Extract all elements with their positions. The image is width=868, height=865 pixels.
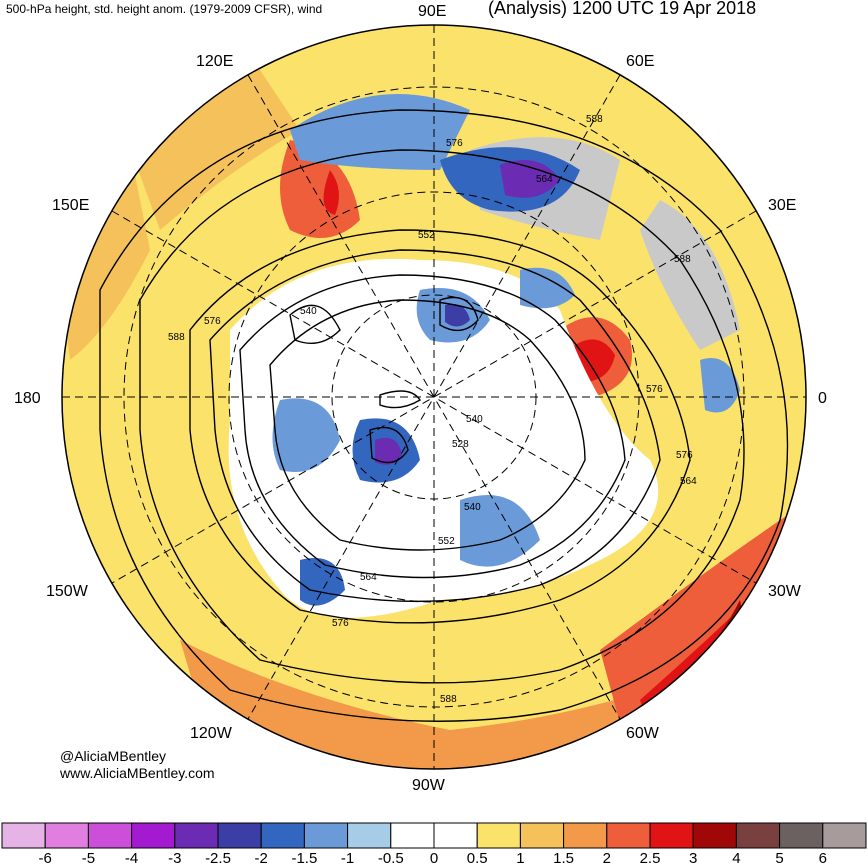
lon-label-120e: 120E [196,53,233,70]
colorbar-tick-label: 3 [689,850,697,865]
colorbar-box [347,822,392,849]
contour-label: 588 [440,694,457,705]
colorbar-box [433,822,478,849]
colorbar-tick-label: 0.5 [467,850,488,865]
height-contours [99,109,789,722]
colorbar-tick-label: -4 [125,850,138,865]
lon-label-90w: 90W [412,777,446,794]
colorbar-box [260,822,305,849]
lon-label-30e: 30E [768,197,796,214]
colorbar-tick-label: 2.5 [640,850,661,865]
colorbar-tick-label: 1.5 [553,850,574,865]
colorbar-box [822,822,867,849]
lon-label-90e: 90E [418,3,446,20]
contour-label: 588 [586,114,603,125]
graticule [62,25,806,769]
lon-label-120w: 120W [190,725,233,742]
contour-label: 588 [674,254,691,265]
lon-label-30w: 30W [768,583,802,600]
colorbar-box [563,822,608,849]
longitude-labels: 90E 120E 60E 150E 30E 180 0 150W 30W 120… [14,3,827,794]
colorbar-boxes [1,822,867,849]
contour-label: 540 [300,306,317,317]
colorbar-tick-label: -3 [168,850,181,865]
credit-website: www.AliciaMBentley.com [60,765,215,781]
lon-label-150w: 150W [46,583,89,600]
colorbar-box [44,822,89,849]
colorbar-box [519,822,565,849]
colorbar-box [131,822,176,849]
contour-label: 576 [646,384,663,395]
colorbar-tick-label: -6 [39,850,52,865]
map-boundary [61,24,807,770]
lon-label-60e: 60E [626,53,654,70]
colorbar-tick-label: -1.5 [291,850,317,865]
colorbar-tick-label: 0 [430,850,438,865]
colorbar-box [174,822,219,849]
contour-label: 564 [680,476,697,487]
lon-label-0: 0 [818,390,827,407]
colorbar-tick-label: 5 [775,850,783,865]
colorbar-tick-label: 2 [603,850,611,865]
lon-label-150e: 150E [52,197,89,214]
colorbar-tick-label: 1 [516,850,524,865]
colorbar-box [779,822,824,849]
colorbar-tick-label: 4 [732,850,740,865]
colorbar-box [87,822,133,849]
colorbar-box [649,822,694,849]
colorbar-box [735,822,781,849]
contour-label: 540 [464,502,481,513]
colorbar-box [1,822,46,849]
colorbar-box [692,822,737,849]
contour-label: 576 [332,618,349,629]
contour-label: 576 [676,450,693,461]
credit-twitter: @AliciaMBentley [60,748,167,764]
colorbar-tick-label: -5 [82,850,95,865]
anomaly-colorbar: -6 -5 -4 -3 -2.5 -2 -1.5 -1 -0.5 0 0.5 1 1.5 2 2.5 3 4 5 6 [1,822,867,865]
colorbar-tick-label: -0.5 [378,850,404,865]
lon-label-60w: 60W [626,725,660,742]
colorbar-box [476,822,521,849]
colorbar-tick-label: 6 [819,850,827,865]
map-title: 500-hPa height, std. height anom. (1979-… [6,2,323,16]
colorbar-box [303,822,349,849]
colorbar-tick-label: -1 [341,850,354,865]
colorbar-box [217,822,262,849]
contour-value-labels: 588 576 564 552 540 528 576 588 576 564 … [168,114,697,705]
contour-label: 576 [446,138,463,149]
contour-label: 588 [168,332,185,343]
contour-label: 552 [438,536,455,547]
colorbar-ticks: -6 -5 -4 -3 -2.5 -2 -1.5 -1 -0.5 0 0.5 1 1.5 2 2.5 3 4 5 6 [39,850,827,865]
analysis-time: (Analysis) 1200 UTC 19 Apr 2018 [488,0,757,18]
contour-label: 576 [204,316,221,327]
colorbar-tick-label: -2.5 [205,850,231,865]
colorbar-box [390,822,435,849]
polar-stereographic-map: 90E 120E 60E 150E 30E 180 0 150W 30W 120… [14,3,827,794]
lon-label-180: 180 [14,390,41,407]
contour-label: 552 [418,230,435,241]
contour-label: 540 [466,414,483,425]
contour-label: 564 [536,174,553,185]
contour-label: 528 [452,439,469,450]
colorbar-box [606,822,651,849]
contour-label: 564 [360,572,377,583]
colorbar-tick-label: -2 [255,850,268,865]
